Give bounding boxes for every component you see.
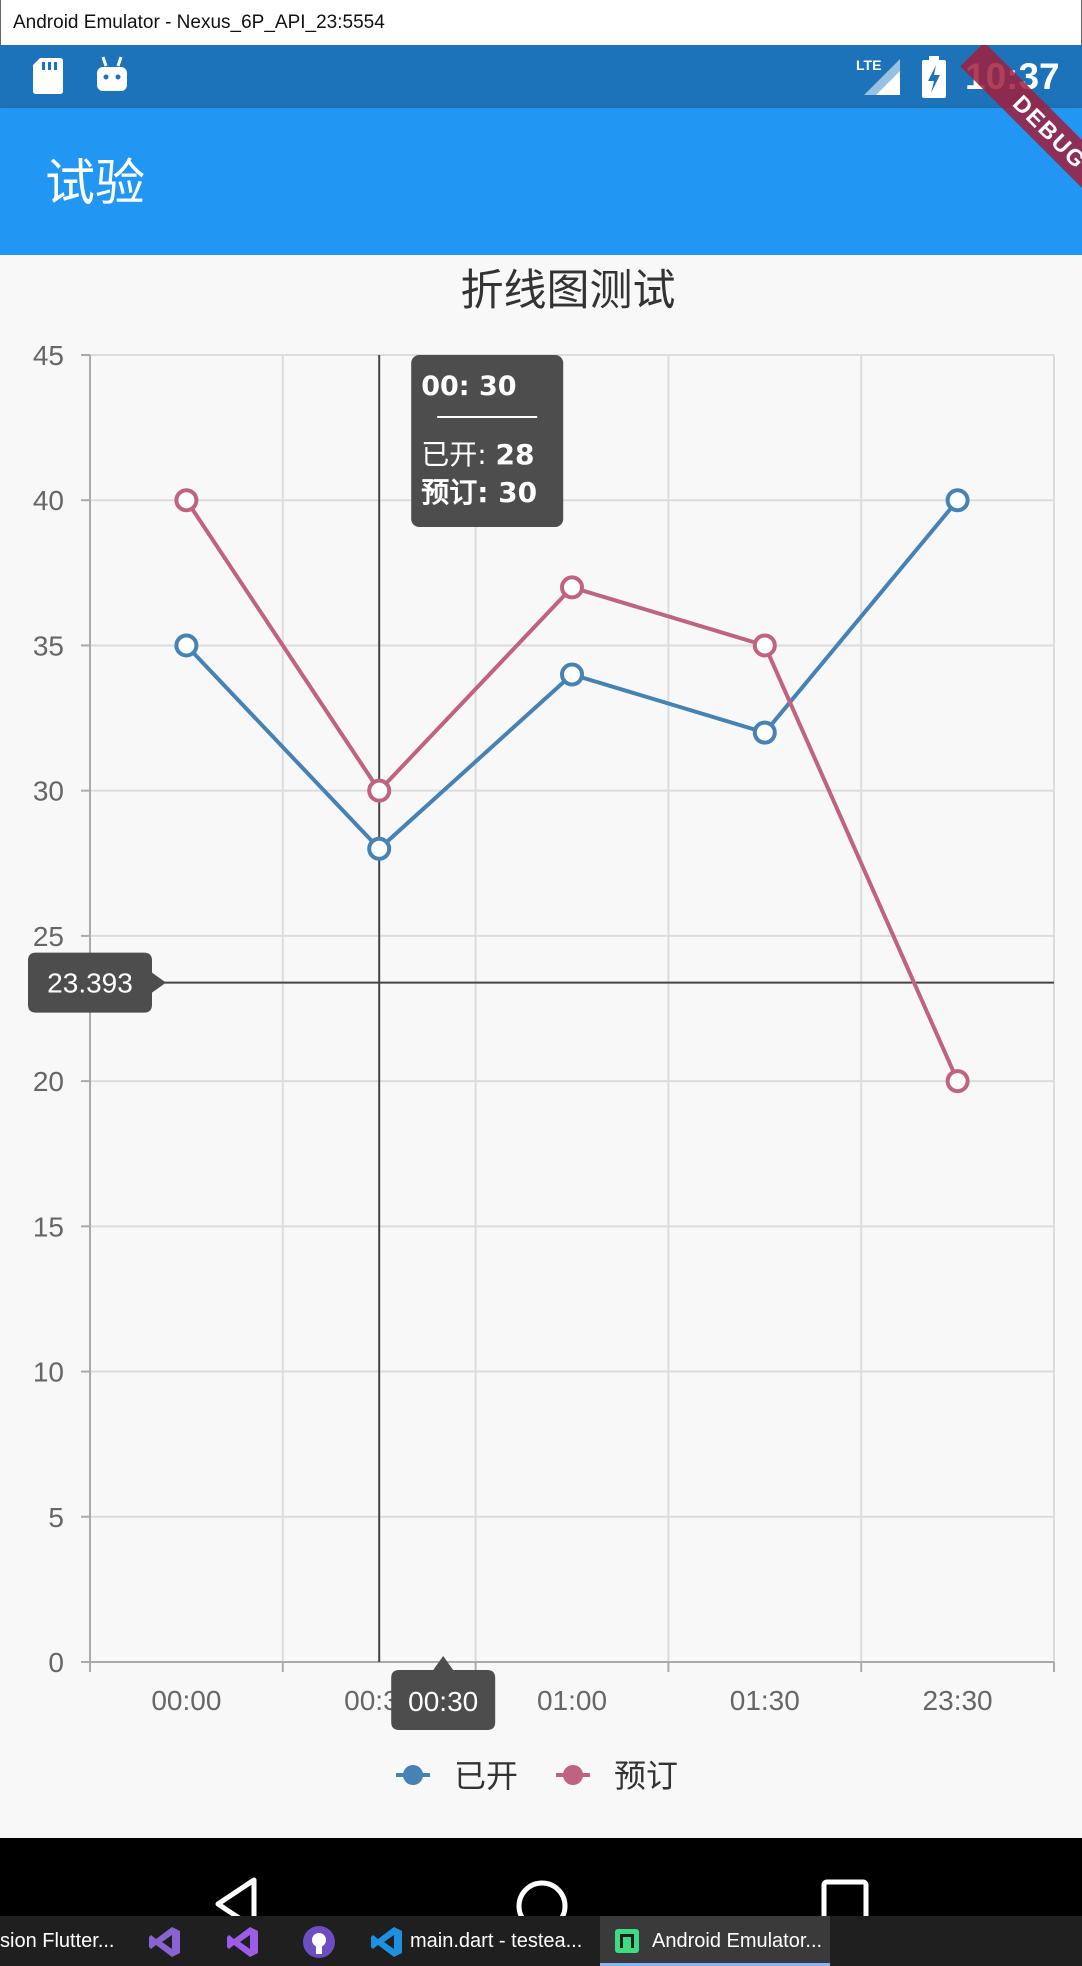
vscode-icon [371,1927,402,1957]
taskbar-item-label: Android Emulator... [652,1930,823,1952]
x-tick-label: 01:30 [730,1685,800,1716]
crosshair-x-label: 00:30 [408,1686,478,1717]
legend-label-2: 预订 [614,1757,678,1795]
data-point-series-1 [174,633,199,658]
tooltip-header: 00: 30 [421,371,516,402]
app-bar: 试验 [0,108,1082,255]
tooltip-row: 已开: 28 [421,438,534,471]
y-tick-label: 10 [33,1357,64,1388]
y-tick-label: 45 [33,340,64,371]
legend-label-1: 已开 [454,1757,518,1795]
taskbar-item-vscode[interactable]: main.dart - testea... [370,1916,590,1966]
taskbar-item-flutter[interactable]: sion Flutter... [0,1916,120,1966]
data-point-series-2 [945,1069,970,1094]
navigation-bar [0,1838,1082,1916]
y-tick-label: 30 [33,776,64,807]
home-icon[interactable] [514,1878,570,1916]
back-icon[interactable] [212,1876,262,1916]
x-tick-label: 23:30 [923,1685,993,1716]
signal-icon [864,59,900,95]
legend-marker-2 [563,1765,583,1785]
visual-studio-icon [227,1927,258,1957]
y-tick-label: 35 [33,630,64,661]
y-tick-label: 25 [33,921,64,952]
window-title: Android Emulator - Nexus_6P_API_23:5554 [0,0,1082,45]
android-studio-icon [615,1929,639,1953]
data-point-series-2 [752,633,777,658]
tooltip-row: 预订: 30 [421,476,537,509]
crosshair-y-label-box [28,952,166,1013]
battery-icon [922,56,946,98]
tooltip-box [411,355,564,527]
sd-card-icon [33,58,63,94]
data-point-series-1 [752,720,777,745]
tooltip-series-value: 30 [498,476,537,509]
x-tick-label: 00:00 [151,1685,221,1716]
recents-icon[interactable] [820,1878,870,1916]
chart-container: 折线图测试 0 5 10 15 20 25 30 35 40 45 00:00 00:30 01:00 01… [0,255,1082,1838]
data-point-series-2 [560,575,584,600]
taskbar-item-github[interactable] [294,1916,344,1966]
data-point-series-2 [174,488,199,513]
y-tick-label: 5 [48,1502,64,1533]
x-tick-label: 01:00 [537,1685,607,1716]
windows-taskbar: sion Flutter... main.dart - testea... An… [0,1916,1082,1966]
line-chart[interactable]: 折线图测试 0 5 10 15 20 25 30 35 40 45 00:00 00:30 01:00 01… [0,255,1082,1838]
data-point-series-1 [560,662,584,687]
status-bar: LTE 10:37 [0,45,1082,108]
status-clock: 10:37 [965,56,1060,97]
tooltip-series-name: 预订: [421,476,498,509]
github-icon [303,1926,335,1958]
taskbar-item-android-emulator[interactable]: Android Emulator... [600,1916,830,1966]
data-point-series-1 [945,488,970,513]
taskbar-item-visual-studio[interactable] [140,1916,190,1966]
legend-marker-1 [403,1765,423,1785]
taskbar-item-label: sion Flutter... [0,1930,115,1952]
visual-studio-icon [149,1927,180,1957]
chart-title: 折线图测试 [461,266,676,316]
taskbar-item-label: main.dart - testea... [410,1930,583,1952]
network-type-label: LTE [856,57,882,73]
y-tick-label: 15 [33,1211,64,1242]
crosshair-x-label-box [391,1656,496,1730]
crosshair-y-label: 23.393 [47,968,133,999]
y-tick-label: 20 [33,1066,64,1097]
y-tick-label: 40 [33,485,64,516]
data-point-series-2 [367,778,392,803]
tooltip-series-value: 28 [496,438,535,471]
data-point-series-1 [367,836,392,861]
taskbar-item-visual-studio-2[interactable] [218,1916,268,1966]
android-icon [97,56,127,91]
tooltip-series-name: 已开: [421,438,495,471]
app-bar-title: 试验 [45,154,145,212]
y-tick-label: 0 [48,1647,64,1678]
